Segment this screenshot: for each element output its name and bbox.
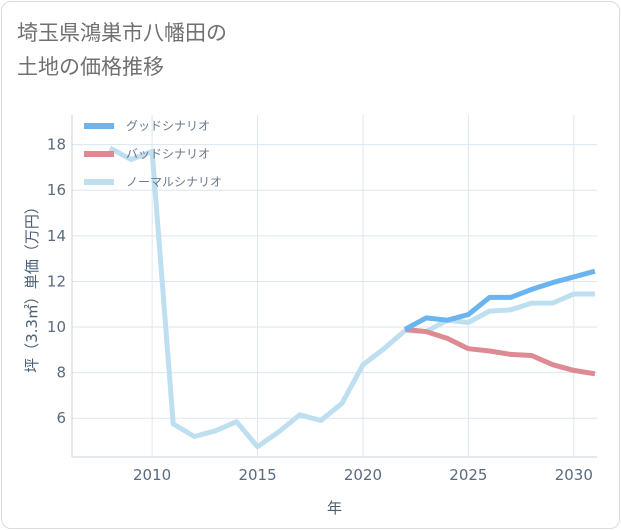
legend-label: グッドシナリオ xyxy=(126,119,210,133)
x-axis-title: 年 xyxy=(327,499,342,517)
grid-lines xyxy=(72,115,597,457)
series-line-0 xyxy=(403,268,596,332)
x-tick-label: 2030 xyxy=(555,466,593,484)
x-tick-label: 2010 xyxy=(133,466,171,484)
legend-label: ノーマルシナリオ xyxy=(126,175,222,189)
axes: 2010 2015 2020 2025 2030 6 8 10 12 14 16 18 xyxy=(47,115,597,484)
series-line-2 xyxy=(108,145,595,450)
y-axis-title: 坪（3.3㎡）単価（万円） xyxy=(23,199,41,373)
y-tick-label: 16 xyxy=(47,181,66,199)
y-tick-label: 18 xyxy=(47,136,66,154)
series-line-1 xyxy=(404,326,596,377)
y-tick-label: 14 xyxy=(47,227,66,245)
y-tick-label: 12 xyxy=(47,272,66,290)
y-tick-label: 8 xyxy=(56,364,66,382)
title-line-1: 埼玉県鴻巣市八幡田の xyxy=(17,21,227,45)
y-tick-label: 10 xyxy=(47,318,66,336)
chart-title: 埼玉県鴻巣市八幡田の 土地の価格推移 xyxy=(17,16,227,84)
title-line-2: 土地の価格推移 xyxy=(17,55,164,79)
series-lines xyxy=(108,145,596,450)
x-tick-label: 2025 xyxy=(449,466,487,484)
legend-label: バッドシナリオ xyxy=(126,147,210,161)
x-tick-label: 2015 xyxy=(238,466,276,484)
y-tick-label: 6 xyxy=(56,409,66,427)
x-tick-label: 2020 xyxy=(344,466,382,484)
